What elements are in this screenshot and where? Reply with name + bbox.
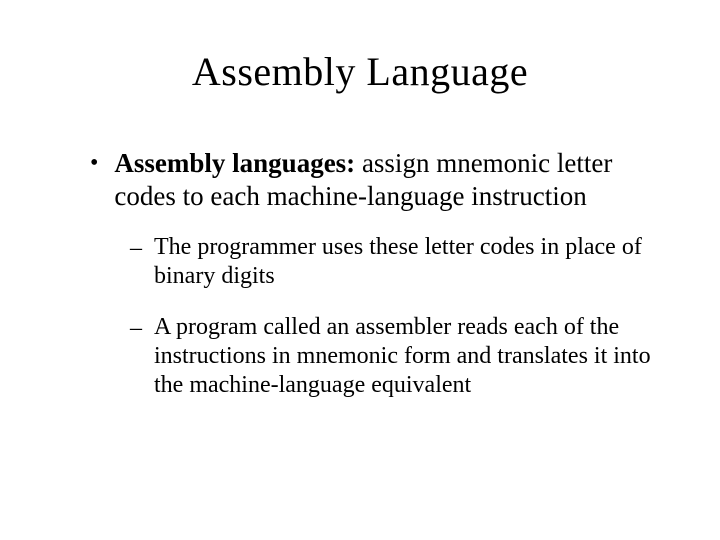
sub-bullet-text: A program called an assembler reads each… xyxy=(154,313,670,400)
slide-title: Assembly Language xyxy=(50,48,670,95)
main-bullet-text: Assembly languages: assign mnemonic lett… xyxy=(114,147,670,213)
bold-term: Assembly languages: xyxy=(114,148,355,178)
main-bullet-item: • Assembly languages: assign mnemonic le… xyxy=(90,147,670,213)
dash-marker: – xyxy=(130,233,142,263)
slide-container: Assembly Language • Assembly languages: … xyxy=(0,0,720,540)
bullet-marker: • xyxy=(90,147,98,179)
sub-bullet-item: – The programmer uses these letter codes… xyxy=(130,233,670,291)
dash-marker: – xyxy=(130,313,142,343)
sub-bullet-item: – A program called an assembler reads ea… xyxy=(130,313,670,400)
sub-bullet-text: The programmer uses these letter codes i… xyxy=(154,233,670,291)
